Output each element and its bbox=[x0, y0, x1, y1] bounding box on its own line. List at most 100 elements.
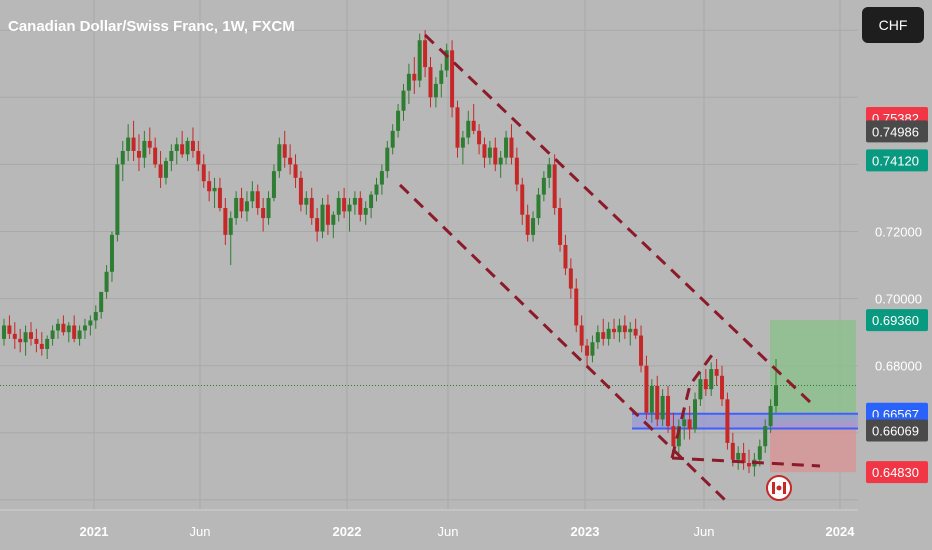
candles bbox=[2, 30, 778, 477]
candle-body bbox=[223, 208, 228, 235]
time-tick-label: 2023 bbox=[571, 524, 600, 539]
candle-body bbox=[115, 164, 120, 235]
candle-body bbox=[768, 405, 773, 427]
price-label-bg bbox=[866, 309, 928, 332]
candle-body bbox=[741, 452, 746, 464]
support-trend-line bbox=[671, 456, 821, 468]
candle-body bbox=[477, 130, 482, 145]
candle-body bbox=[433, 83, 438, 98]
channel-upper-line bbox=[423, 33, 812, 404]
candle-body bbox=[412, 73, 417, 81]
grid-lines bbox=[0, 0, 858, 510]
candle-body bbox=[628, 328, 633, 333]
time-tick-label: Jun bbox=[190, 524, 211, 539]
flag-leaf bbox=[776, 485, 782, 491]
candle-body bbox=[460, 137, 465, 148]
candle-body bbox=[455, 107, 460, 148]
candle-body bbox=[34, 338, 39, 344]
candle-body bbox=[196, 150, 201, 165]
price-label: 0.74986 bbox=[872, 124, 919, 139]
candle-body bbox=[601, 332, 606, 339]
candle-body bbox=[39, 343, 44, 349]
candle-body bbox=[18, 338, 23, 343]
candle-body bbox=[385, 147, 390, 172]
currency-button[interactable]: CHF bbox=[862, 7, 924, 43]
candle-body bbox=[450, 50, 455, 108]
candle-body bbox=[493, 147, 498, 165]
candle-body bbox=[304, 197, 309, 205]
candle-body bbox=[309, 197, 314, 219]
candle-body bbox=[666, 395, 671, 427]
candle-body bbox=[401, 90, 406, 111]
candle-body bbox=[552, 164, 557, 209]
candle-body bbox=[568, 268, 573, 289]
price-axis: 0.780000.720000.700000.680000.753820.749… bbox=[858, 0, 932, 550]
price-label: 0.64830 bbox=[872, 465, 919, 480]
candle-body bbox=[730, 442, 735, 460]
candle-body bbox=[363, 208, 368, 215]
candle-body bbox=[88, 320, 93, 326]
candle-body bbox=[77, 330, 82, 339]
candle-body bbox=[282, 144, 287, 158]
drawing-zones bbox=[0, 320, 858, 473]
candle-body bbox=[736, 452, 741, 460]
price-tick-label: 0.72000 bbox=[875, 225, 922, 240]
candle-body bbox=[531, 218, 536, 235]
candle-body bbox=[2, 325, 6, 339]
candle-body bbox=[315, 218, 320, 232]
candle-body bbox=[644, 365, 649, 413]
candle-body bbox=[622, 325, 627, 333]
candle-body bbox=[466, 120, 471, 138]
price-axis-bg bbox=[858, 0, 932, 550]
candle-body bbox=[109, 234, 114, 272]
candle-body bbox=[104, 271, 109, 292]
stop-zone bbox=[770, 421, 856, 473]
candle-body bbox=[525, 214, 530, 235]
channel-lines bbox=[398, 33, 821, 502]
price-label: 0.69360 bbox=[872, 313, 919, 328]
candle-body bbox=[325, 204, 330, 225]
candle-body bbox=[671, 426, 676, 447]
candle-body bbox=[261, 208, 266, 219]
candle-body bbox=[352, 197, 357, 205]
candle-body bbox=[358, 197, 363, 215]
candle-body bbox=[720, 375, 725, 400]
candle-body bbox=[406, 73, 411, 91]
price-label-bg bbox=[866, 461, 928, 484]
candle-body bbox=[606, 328, 611, 339]
candle-body bbox=[649, 385, 654, 413]
candle-body bbox=[250, 191, 255, 202]
candle-body bbox=[212, 187, 217, 192]
price-label-bg bbox=[866, 419, 928, 442]
candle-body bbox=[536, 194, 541, 219]
candle-body bbox=[298, 177, 303, 205]
candle-body bbox=[509, 137, 514, 158]
candle-body bbox=[120, 150, 125, 165]
candle-body bbox=[763, 426, 768, 447]
time-tick-label: 2021 bbox=[80, 524, 109, 539]
candle-body bbox=[747, 463, 752, 467]
candle-body bbox=[28, 332, 33, 339]
canada-flag-icon bbox=[766, 475, 792, 501]
chart-title: Canadian Dollar/Swiss Franc, 1W, FXCM bbox=[8, 18, 295, 35]
target-zone bbox=[770, 320, 856, 422]
candle-body bbox=[660, 395, 665, 420]
candle-body bbox=[153, 147, 158, 165]
candle-body bbox=[93, 312, 98, 321]
candle-body bbox=[320, 204, 325, 232]
candle-body bbox=[423, 40, 428, 68]
candle-body bbox=[563, 244, 568, 269]
channel-lower-line bbox=[398, 183, 727, 502]
candle-body bbox=[244, 201, 249, 212]
candle-body bbox=[190, 140, 195, 151]
candle-body bbox=[185, 140, 190, 155]
candle-body bbox=[520, 184, 525, 215]
candle-body bbox=[709, 369, 714, 390]
candle-body bbox=[396, 110, 401, 131]
candle-body bbox=[126, 137, 131, 151]
candle-body bbox=[757, 446, 762, 460]
candle-body bbox=[612, 328, 617, 333]
candle-body bbox=[471, 120, 476, 131]
candle-body bbox=[541, 177, 546, 195]
candle-body bbox=[180, 144, 185, 155]
